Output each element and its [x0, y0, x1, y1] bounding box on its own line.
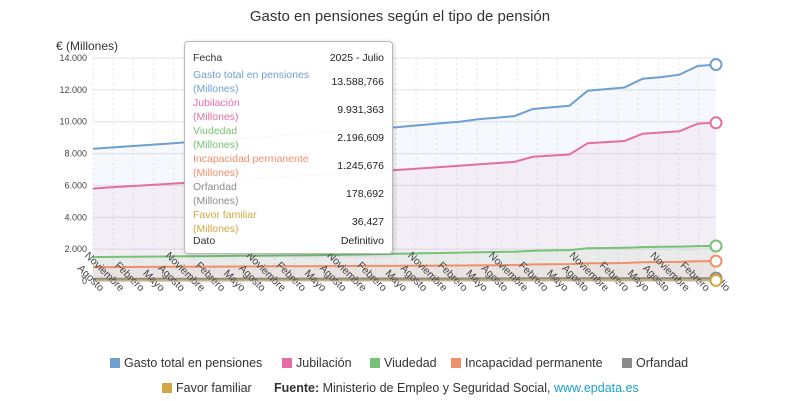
legend-swatch — [451, 358, 461, 368]
tooltip-header-row: Fecha 2025 - Julio — [193, 52, 384, 66]
source-note: Fuente: Ministerio de Empleo y Seguridad… — [274, 381, 639, 395]
legend-swatch — [162, 383, 172, 393]
legend-swatch — [110, 358, 120, 368]
data-tooltip: Fecha 2025 - Julio Gasto total en pensio… — [184, 41, 393, 254]
tooltip-footer-key: Dato — [193, 235, 216, 247]
tooltip-series-value: 178,692 — [346, 188, 384, 200]
series-end-marker[interactable] — [709, 116, 723, 130]
marker-layer[interactable] — [709, 58, 723, 287]
series-end-marker[interactable] — [709, 254, 723, 268]
tooltip-footer-row: Dato Definitivo — [193, 235, 384, 249]
tooltip-series-unit: (Millones) — [193, 111, 239, 123]
tooltip-series-unit: (Millones) — [193, 167, 239, 179]
series-end-marker[interactable] — [709, 58, 723, 72]
legend-swatch — [282, 358, 292, 368]
chart-title: Gasto en pensiones según el tipo de pens… — [249, 8, 551, 25]
y-tick-label: 14.000 — [59, 53, 87, 63]
series-end-marker[interactable] — [709, 273, 723, 287]
y-axis-label: € (Millones) — [56, 39, 118, 53]
legend-label: Incapacidad permanente — [465, 356, 603, 370]
tooltip-series-label: Viudedad — [193, 125, 238, 137]
tooltip-series-row: Viudedad (Millones) 2.196,609 — [193, 125, 384, 153]
y-tick-label: 4.000 — [64, 212, 87, 222]
y-tick-label: 2.000 — [64, 244, 87, 254]
tooltip-series-value: 1.245,676 — [337, 160, 384, 172]
tooltip-series-unit: (Millones) — [193, 223, 239, 235]
series-area — [93, 261, 716, 281]
legend-label: Favor familiar — [176, 381, 252, 395]
legend-label: Jubilación — [296, 356, 352, 370]
source-link[interactable]: www.epdata.es — [553, 381, 639, 395]
source-text: Ministerio de Empleo y Seguridad Social, — [319, 381, 554, 395]
y-tick-label: 8.000 — [64, 149, 87, 159]
legend-swatch — [370, 358, 380, 368]
tooltip-series-row: Orfandad (Millones) 178,692 — [193, 181, 384, 209]
tooltip-series-value: 2.196,609 — [337, 132, 384, 144]
tooltip-series-label: Incapacidad permanente — [193, 153, 309, 165]
y-tick-label: 12.000 — [59, 85, 87, 95]
tooltip-series-label: Gasto total en pensiones — [193, 69, 310, 81]
tooltip-series-row: Incapacidad permanente (Millones) 1.245,67… — [193, 153, 384, 181]
y-tick-label: 0 — [82, 276, 87, 286]
series-line — [92, 245, 717, 259]
tooltip-series-label: Jubilación — [193, 97, 240, 109]
tooltip-series-row: Gasto total en pensiones (Millones) 13.588… — [193, 69, 384, 97]
series-line — [93, 277, 716, 280]
tooltip-header-key: Fecha — [193, 52, 223, 64]
tooltip-series-value: 36,427 — [351, 216, 384, 228]
tooltip-series-value: 13.588,766 — [331, 76, 384, 88]
tooltip-footer-value: Definitivo — [340, 235, 384, 247]
series-area — [93, 246, 716, 281]
tooltip-series-unit: (Millones) — [193, 83, 239, 95]
legend-label: Viudedad — [384, 356, 437, 370]
legend-label: Orfandad — [636, 356, 689, 370]
source-prefix: Fuente: — [274, 381, 320, 395]
tooltip-header-value: 2025 - Julio — [329, 52, 384, 64]
y-tick-label: 6.000 — [64, 180, 87, 190]
tooltip-series-label: Favor familiar — [193, 209, 257, 221]
y-tick-label: 10.000 — [59, 117, 87, 127]
tooltip-series-row: Jubilación (Millones) 9.931,363 — [193, 97, 384, 125]
tooltip-series-value: 9.931,363 — [337, 104, 384, 116]
series-line — [93, 260, 716, 269]
tooltip-series-unit: (Millones) — [193, 195, 239, 207]
legend-label: Gasto total en pensiones — [124, 356, 263, 370]
tooltip-series-label: Orfandad — [193, 181, 237, 193]
tooltip-series-unit: (Millones) — [193, 139, 239, 151]
tooltip-series-row: Favor familiar (Millones) 36,427 — [193, 209, 384, 237]
series-end-marker[interactable] — [709, 239, 723, 253]
legend-swatch — [622, 358, 632, 368]
